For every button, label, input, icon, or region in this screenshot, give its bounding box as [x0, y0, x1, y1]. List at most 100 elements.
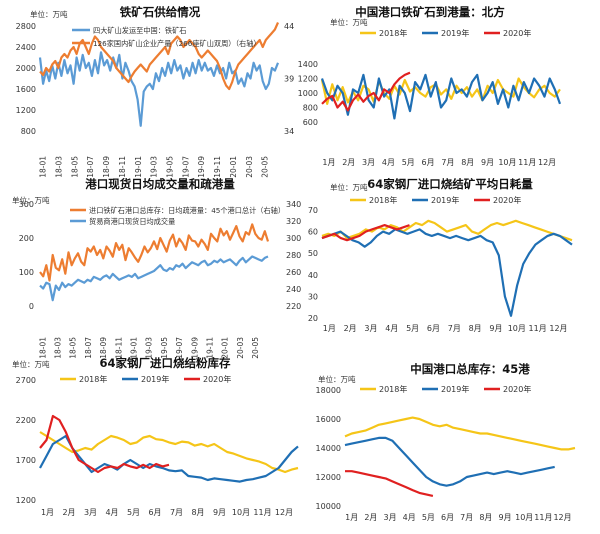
x-tick-label: 12月 — [553, 513, 571, 522]
x-tick-label: 2月 — [342, 158, 355, 167]
y-tick-label: 14000 — [316, 444, 341, 453]
x-tick-label: 7月 — [448, 324, 461, 333]
x-tick-label: 8月 — [469, 324, 482, 333]
x-tick-label: 12月 — [549, 324, 567, 333]
x-tick-label: 18-05 — [69, 337, 78, 359]
chart-title: 港口现货日均成交量和疏港量 — [85, 177, 235, 191]
series-line-2 — [321, 228, 573, 317]
y-tick-label: 16000 — [316, 415, 341, 424]
x-tick-label: 19-03 — [145, 337, 154, 359]
x-tick-label: 3月 — [84, 508, 97, 517]
x-tick-label: 20-01 — [229, 156, 238, 178]
series-line-1 — [320, 77, 561, 105]
x-tick-label: 5月 — [127, 508, 140, 517]
x-tick-label: 9月 — [213, 508, 226, 517]
x-tick-label: 1月 — [323, 324, 336, 333]
y-tick-label: 1000 — [298, 89, 318, 98]
x-tick-label: 18-01 — [38, 337, 47, 359]
y-tick-label: 1400 — [298, 60, 318, 69]
unit-label: 单位：万吨 — [330, 182, 368, 192]
legend-label: 四大矿山发运至中国：铁矿石 — [93, 26, 186, 35]
x-tick-label: 18-07 — [84, 337, 93, 359]
x-tick-label: 11月 — [529, 324, 547, 333]
x-tick-label: 20-05 — [261, 156, 270, 178]
x-tick-label: 1月 — [345, 513, 358, 522]
chart-title: 64家钢厂进口烧结粉库存 — [99, 356, 231, 370]
chart-title: 中国港口铁矿石到港量：北方 — [355, 5, 505, 19]
x-tick-label: 9月 — [489, 324, 502, 333]
series-line-3 — [321, 71, 411, 112]
x-tick-label: 18-11 — [114, 337, 123, 359]
legend-label: 2020年 — [503, 28, 531, 38]
y-tick-label: 30 — [308, 292, 318, 301]
x-tick-label: 4月 — [382, 158, 395, 167]
y2-tick-label: 220 — [286, 302, 301, 311]
y2-tick-label: 300 — [286, 234, 301, 243]
x-tick-label: 5月 — [406, 324, 419, 333]
x-tick-label: 2月 — [62, 508, 75, 517]
y-tick-label: 2800 — [16, 22, 36, 31]
legend-label: 2019年 — [431, 195, 459, 205]
x-tick-label: 19-09 — [197, 156, 206, 178]
unit-label: 单位：万吨 — [330, 17, 368, 27]
y-tick-label: 800 — [21, 127, 36, 136]
series-line-1 — [38, 51, 280, 127]
x-tick-label: 7月 — [170, 508, 183, 517]
y-tick-label: 200 — [19, 234, 34, 243]
y-tick-label: 800 — [303, 104, 318, 113]
y2-tick-label: 34 — [284, 127, 294, 136]
x-tick-label: 10月 — [508, 324, 526, 333]
x-tick-label: 6月 — [441, 513, 454, 522]
legend-label: 2020年 — [503, 384, 531, 394]
x-tick-label: 18-09 — [99, 337, 108, 359]
series-line-1 — [344, 416, 576, 451]
y-tick-label: 1200 — [298, 75, 318, 84]
series-line-1 — [39, 255, 269, 302]
y-tick-label: 12000 — [316, 473, 341, 482]
x-tick-label: 6月 — [427, 324, 440, 333]
y-tick-label: 50 — [308, 249, 318, 258]
legend-label: 2018年 — [369, 195, 397, 205]
x-tick-label: 19-01 — [130, 337, 139, 359]
legend-label: 贸易商港口现货日均成交量 — [89, 217, 175, 226]
x-tick-label: 18-03 — [54, 156, 63, 178]
chart-title: 铁矿石供给情况 — [120, 5, 201, 19]
x-tick-label: 10月 — [232, 508, 250, 517]
x-tick-label: 19-05 — [165, 156, 174, 178]
x-tick-label: 19-11 — [213, 156, 222, 178]
x-tick-label: 8月 — [461, 158, 474, 167]
unit-label: 单位：万吨 — [318, 374, 356, 384]
x-tick-label: 18-03 — [54, 337, 63, 359]
y-tick-label: 2000 — [16, 64, 36, 73]
x-tick-label: 3月 — [364, 324, 377, 333]
y2-tick-label: 44 — [284, 22, 294, 31]
y2-tick-label: 39 — [284, 75, 294, 84]
x-tick-label: 2月 — [364, 513, 377, 522]
x-tick-label: 20-03 — [245, 156, 254, 178]
y-tick-label: 60 — [308, 228, 318, 237]
x-tick-label: 8月 — [479, 513, 492, 522]
x-tick-label: 5月 — [402, 158, 415, 167]
x-tick-label: 2月 — [344, 324, 357, 333]
x-tick-label: 18-05 — [70, 156, 79, 178]
x-tick-label: 12月 — [275, 508, 293, 517]
y-tick-label: 1200 — [16, 106, 36, 115]
legend-label: 2020年 — [203, 374, 231, 384]
series-line-2 — [344, 436, 555, 487]
series-line-2 — [320, 73, 562, 120]
x-tick-label: 11月 — [253, 508, 271, 517]
x-tick-label: 18-01 — [39, 156, 48, 178]
chart-1: 铁矿石供给情况 单位：万吨 2800 2400 2000 1600 1200 800 44 39 3… — [16, 5, 295, 178]
x-tick-label: 6月 — [422, 158, 435, 167]
chart-title: 中国港口总库存：45港 — [410, 362, 530, 376]
y-tick-label: 40 — [308, 271, 318, 280]
unit-label: 单位：万吨 — [12, 359, 50, 369]
series-line-2 — [39, 434, 299, 483]
series-line-3 — [39, 414, 170, 474]
chart-5: 64家钢厂进口烧结粉库存 单位：万吨 2700 2200 1700 1200 1月 2月 3月 4… — [12, 356, 299, 517]
series-line-3 — [345, 470, 434, 497]
